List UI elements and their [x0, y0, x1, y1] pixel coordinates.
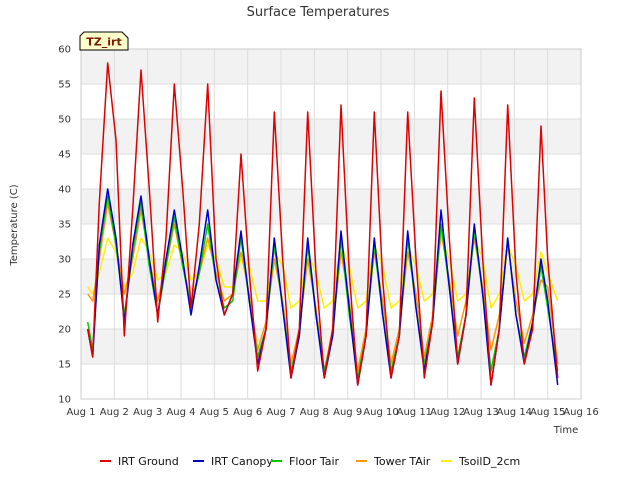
annotation-label: TZ_irt [86, 36, 121, 49]
y-tick-label: 60 [58, 45, 71, 56]
x-tick-label: Aug 12 [430, 407, 465, 418]
x-tick-label: Aug 16 [563, 407, 598, 418]
y-tick-labels: 10 15 20 25 30 35 40 45 50 55 60 [58, 45, 71, 406]
x-tick-label: Aug 8 [300, 407, 329, 418]
annotation-badge: TZ_irt [79, 31, 129, 51]
y-tick-label: 55 [58, 80, 71, 91]
series-lines [86, 62, 559, 386]
plot-frame [80, 48, 582, 400]
x-tick-label: Aug 7 [266, 407, 295, 418]
y-tick-label: 40 [58, 185, 71, 196]
x-tick-label: Aug 4 [166, 407, 195, 418]
legend-label: IRT Canopy [211, 455, 273, 468]
y-tick-label: 15 [58, 360, 71, 371]
legend-label: Tower TAir [373, 455, 431, 468]
legend: IRT Ground IRT Canopy Floor Tair Tower TAir… [100, 455, 520, 468]
x-tick-labels: Aug 1 Aug 2 Aug 3 Aug 4 Aug 5 Aug 6 Aug 7 Aug 8… [66, 407, 598, 418]
background-band [81, 119, 581, 154]
series-line-irt-ground [86, 62, 559, 386]
y-tick-label: 35 [58, 220, 71, 231]
x-axis-title: Time [553, 425, 578, 436]
x-tick-label: Aug 15 [530, 407, 565, 418]
chart-title: Surface Temperatures [247, 5, 390, 20]
x-tick-label: Aug 11 [397, 407, 432, 418]
y-tick-label: 30 [58, 255, 71, 266]
legend-label: Floor Tair [289, 455, 340, 468]
background-band [81, 49, 581, 84]
x-tick-label: Aug 3 [133, 407, 162, 418]
legend-item: Tower TAir [356, 455, 431, 468]
legend-label: TsoilD_2cm [458, 455, 520, 468]
y-tick-label: 10 [58, 395, 71, 406]
x-tick-label: Aug 6 [233, 407, 262, 418]
x-tick-label: Aug 1 [66, 407, 95, 418]
legend-label: IRT Ground [118, 455, 179, 468]
y-tick-label: 20 [58, 325, 71, 336]
x-tick-label: Aug 10 [363, 407, 398, 418]
legend-item: IRT Ground [100, 455, 179, 468]
background-band [81, 189, 581, 224]
y-tick-label: 45 [58, 150, 71, 161]
x-tick-label: Aug 13 [463, 407, 498, 418]
legend-item: Floor Tair [271, 455, 340, 468]
legend-item: TsoilD_2cm [441, 455, 520, 468]
y-axis-title: Temperature (C) [9, 184, 20, 266]
x-tick-label: Aug 2 [100, 407, 129, 418]
x-tick-label: Aug 9 [333, 407, 362, 418]
y-tick-label: 50 [58, 115, 71, 126]
legend-item: IRT Canopy [193, 455, 273, 468]
x-tick-label: Aug 14 [497, 407, 532, 418]
background-bands [81, 49, 581, 364]
y-tick-label: 25 [58, 290, 71, 301]
x-tick-label: Aug 5 [200, 407, 229, 418]
